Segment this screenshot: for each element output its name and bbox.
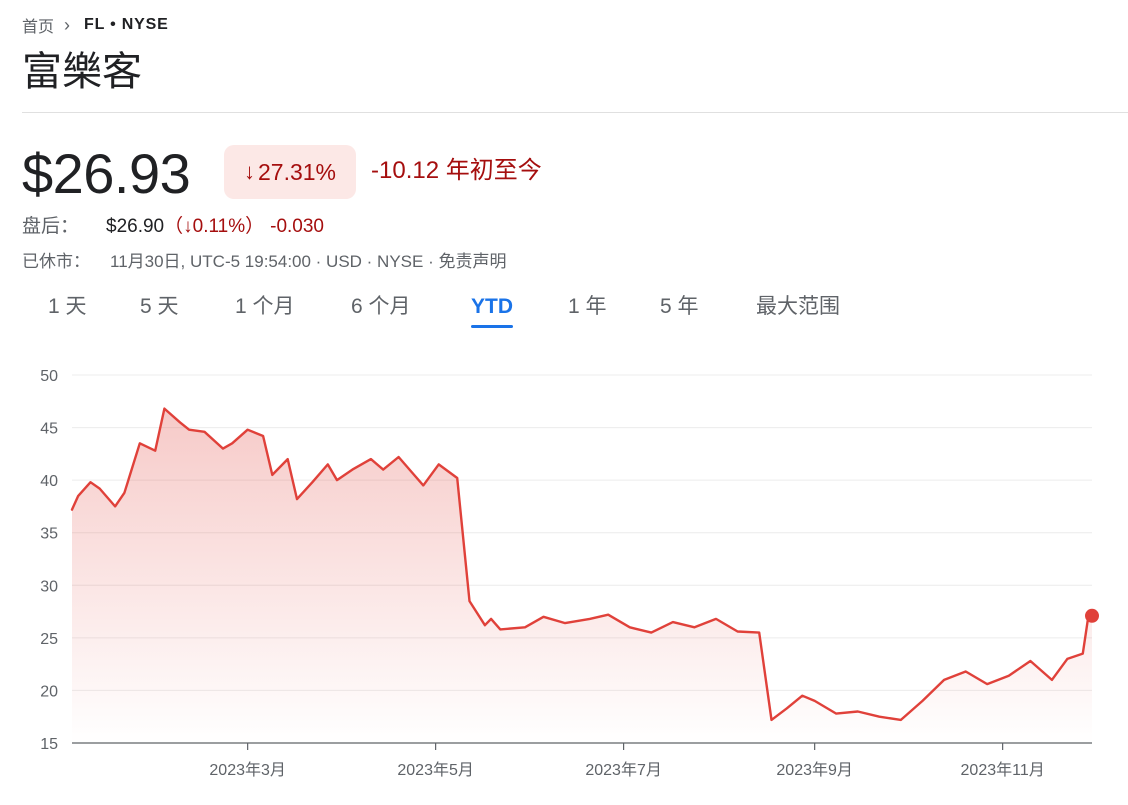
tab-5-day[interactable]: 5 天 xyxy=(140,295,179,318)
breadcrumb-home-link[interactable]: 首页 xyxy=(22,19,55,36)
after-hours-row: 盘后： $26.90 （ ↓ 0.11% ） -0.030 xyxy=(22,214,324,240)
tab-6-month[interactable]: 6 个月 xyxy=(351,295,411,318)
tab-max[interactable]: 最大范围 xyxy=(756,295,840,318)
x-tick-label: 2023年7月 xyxy=(585,761,662,779)
price-area-fill xyxy=(72,408,1092,743)
x-tick-label: 2023年5月 xyxy=(397,761,474,779)
tab-1-month[interactable]: 1 个月 xyxy=(235,295,295,318)
after-hours-open-paren: （ xyxy=(164,216,184,237)
last-price-marker xyxy=(1085,608,1099,623)
tab-5-year[interactable]: 5 年 xyxy=(660,295,699,318)
x-tick-label: 2023年9月 xyxy=(776,761,853,779)
after-hours-change-percent: 0.11% xyxy=(192,216,246,237)
market-status-details: 11月30日, UTC-5 19:54:00 · USD · NYSE · 免责… xyxy=(110,252,507,271)
after-hours-change-amount: -0.030 xyxy=(270,216,324,237)
after-hours-close-paren: ） xyxy=(245,216,265,237)
tab-1-day[interactable]: 1 天 xyxy=(48,295,87,318)
arrow-down-icon: ↓ xyxy=(183,216,193,237)
change-amount-period: -10.12 年初至今 xyxy=(371,157,542,184)
y-tick-label: 45 xyxy=(40,421,58,438)
tab-ytd[interactable]: YTD xyxy=(471,290,513,328)
after-hours-label: 盘后： xyxy=(22,216,80,237)
y-tick-label: 30 xyxy=(40,578,58,595)
y-tick-label: 40 xyxy=(40,473,58,490)
breadcrumb: 首页 › FL • NYSE xyxy=(22,14,169,36)
chevron-right-icon: › xyxy=(64,15,71,35)
y-axis-labels: 50 45 40 35 30 25 20 15 xyxy=(40,368,58,753)
change-percent-badge: ↓ 27.31% xyxy=(224,145,356,199)
change-percent: 27.31% xyxy=(257,158,336,185)
price-line xyxy=(70,407,1094,722)
arrow-down-icon: ↓ xyxy=(243,159,255,184)
y-tick-label: 20 xyxy=(40,683,58,700)
after-hours-price: $26.90 xyxy=(106,216,165,237)
breadcrumb-current: FL • NYSE xyxy=(84,16,169,33)
tab-1-year[interactable]: 1 年 xyxy=(568,295,607,318)
x-tick-label: 2023年3月 xyxy=(209,761,286,779)
current-price: $26.93 xyxy=(22,142,191,205)
divider xyxy=(22,112,1128,113)
market-status-label: 已休市： xyxy=(22,252,90,271)
y-tick-label: 15 xyxy=(40,736,58,753)
x-axis-labels: 2023年3月 2023年5月 2023年7月 2023年9月 2023年11月 xyxy=(209,743,1045,779)
market-status: 已休市： 11月30日, UTC-5 19:54:00 · USD · NYSE … xyxy=(22,250,506,274)
page-title: 富樂客 xyxy=(22,50,142,94)
y-tick-label: 50 xyxy=(40,368,58,385)
y-tick-label: 35 xyxy=(40,526,58,543)
y-tick-label: 25 xyxy=(40,631,58,648)
x-tick-label: 2023年11月 xyxy=(961,761,1045,779)
